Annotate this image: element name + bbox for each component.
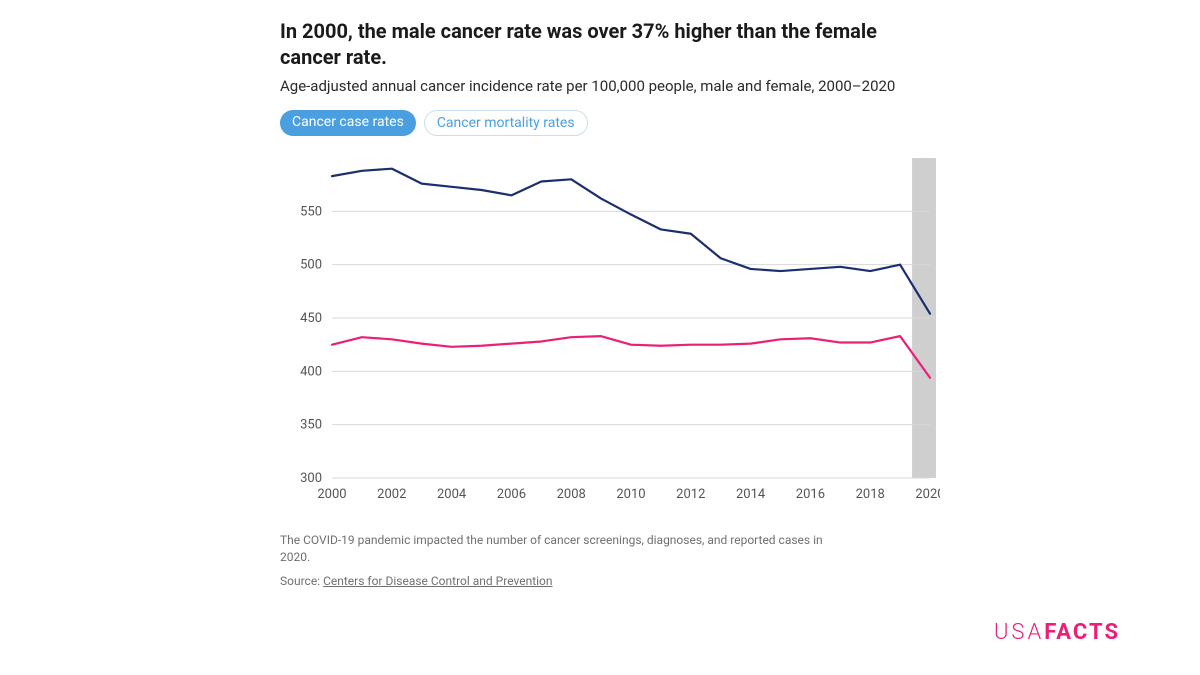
usafacts-logo: USAFACTS (994, 620, 1120, 645)
y-tick-label: 300 (300, 471, 322, 486)
y-tick-label: 550 (300, 205, 322, 220)
x-tick-label: 2008 (557, 487, 586, 502)
chart-subtitle: Age-adjusted annual cancer incidence rat… (280, 76, 940, 96)
tab-mortality-rates[interactable]: Cancer mortality rates (424, 110, 588, 136)
chart-title: In 2000, the male cancer rate was over 3… (280, 18, 940, 70)
x-tick-label: 2018 (856, 487, 885, 502)
logo-facts: FACTS (1044, 620, 1120, 645)
y-tick-label: 500 (300, 258, 322, 273)
x-tick-label: 2000 (317, 487, 346, 502)
x-tick-label: 2016 (796, 487, 825, 502)
line-chart: 300 350 400 450 500 550 2000 2002 2004 2006 2008 20… (280, 148, 940, 518)
x-tick-label: 2002 (377, 487, 406, 502)
chart-note: The COVID-19 pandemic impacted the numbe… (280, 532, 840, 566)
source-link[interactable]: Centers for Disease Control and Preventi… (323, 574, 552, 588)
y-tick-label: 450 (300, 311, 322, 326)
x-tick-label: 2014 (736, 487, 766, 502)
chart-source: Source: Centers for Disease Control and … (280, 574, 940, 588)
logo-usa: USA (994, 620, 1044, 645)
x-tick-label: 2004 (437, 487, 467, 502)
y-tick-label: 400 (300, 365, 322, 380)
series-male (332, 169, 930, 314)
x-tick-label: 2020 (915, 487, 940, 502)
x-tick-label: 2012 (676, 487, 705, 502)
tab-case-rates[interactable]: Cancer case rates (280, 110, 416, 136)
y-tick-label: 350 (300, 418, 322, 433)
source-prefix: Source: (280, 574, 323, 588)
x-tick-label: 2006 (497, 487, 526, 502)
tab-group: Cancer case rates Cancer mortality rates (280, 110, 940, 136)
x-tick-label: 2010 (616, 487, 645, 502)
